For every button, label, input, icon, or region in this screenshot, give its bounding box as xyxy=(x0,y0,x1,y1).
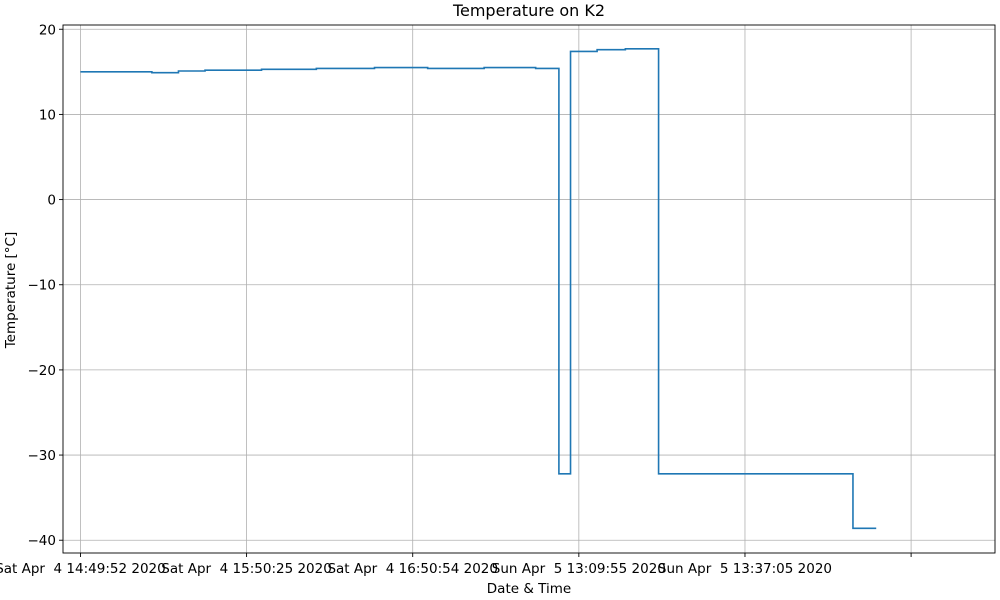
series-layer xyxy=(80,48,877,530)
x-tick-label: Sun Apr 5 13:09:55 2020 xyxy=(492,561,666,577)
x-tick-label: Sat Apr 4 16:50:54 2020 xyxy=(327,561,498,577)
y-tick-label: 0 xyxy=(47,193,56,209)
y-tick-label: −10 xyxy=(28,278,57,294)
chart-title: Temperature on K2 xyxy=(452,1,605,20)
y-tick-label: −30 xyxy=(28,448,57,464)
x-tick-label: Sun Apr 5 13:37:05 2020 xyxy=(658,561,832,577)
y-axis-label: Temperature [°C] xyxy=(3,232,19,350)
y-tick-label: 20 xyxy=(39,22,56,38)
series-line xyxy=(80,48,877,530)
x-tick-label: Sat Apr 4 14:49:52 2020 xyxy=(0,561,166,577)
y-tick-label: −40 xyxy=(28,533,57,549)
plot-frame xyxy=(62,24,996,554)
y-tick-label: 10 xyxy=(39,107,56,123)
y-tick-label: −20 xyxy=(28,363,57,379)
axes-layer xyxy=(62,24,996,554)
grid-layer xyxy=(63,25,995,553)
x-axis-label: Date & Time xyxy=(487,581,571,597)
x-tick-label: Sat Apr 4 15:50:25 2020 xyxy=(161,561,332,577)
